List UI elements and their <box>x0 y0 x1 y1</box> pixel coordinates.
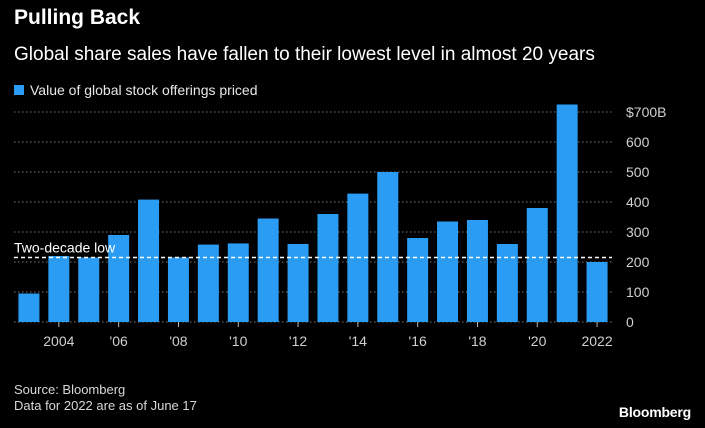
bar-2007 <box>138 199 160 322</box>
legend: Value of global stock offerings priced <box>14 82 258 98</box>
bar-2008 <box>167 257 189 322</box>
bar-2018 <box>466 220 488 322</box>
chart-subtitle: Global share sales have fallen to their … <box>14 44 595 65</box>
x-tick-label: '12 <box>289 333 307 349</box>
x-tick-label: 2004 <box>43 333 74 349</box>
x-tick-label: 2022 <box>581 333 612 349</box>
source-note: Source: Bloomberg Data for 2022 are as o… <box>14 382 197 414</box>
x-tick-label: '20 <box>528 333 546 349</box>
y-tick-label: $700B <box>626 104 666 120</box>
bar-2004 <box>48 256 70 322</box>
bar-2013 <box>317 214 339 322</box>
bar-2015 <box>377 172 399 322</box>
x-tick-label: '10 <box>229 333 247 349</box>
x-tick-label: '14 <box>349 333 367 349</box>
x-tick-label: '18 <box>468 333 486 349</box>
y-tick-label: 300 <box>626 224 650 240</box>
x-tick-label: '16 <box>409 333 427 349</box>
y-tick-label: 500 <box>626 164 650 180</box>
bloomberg-logo: Bloomberg <box>618 404 691 420</box>
legend-swatch <box>14 85 24 95</box>
bar-2010 <box>227 243 249 322</box>
bar-2021 <box>556 104 578 322</box>
bar-2005 <box>78 257 100 322</box>
bar-2011 <box>257 218 279 322</box>
data-note-line: Data for 2022 are as of June 17 <box>14 398 197 413</box>
annotation-label: Two-decade low <box>14 240 116 256</box>
x-tick-label: '08 <box>169 333 187 349</box>
bar-2016 <box>407 238 429 322</box>
y-tick-label: 400 <box>626 194 650 210</box>
bar-2020 <box>526 208 548 322</box>
bar-2022 <box>586 262 608 322</box>
y-tick-label: 0 <box>626 314 634 330</box>
y-axis-ticks: 0 100 200 300 400 500 600 $700B <box>626 104 666 330</box>
x-tick-label: '06 <box>110 333 128 349</box>
bars <box>18 104 608 322</box>
bar-2017 <box>437 221 459 322</box>
y-tick-label: 200 <box>626 254 650 270</box>
source-line: Source: Bloomberg <box>14 382 126 397</box>
annotations: Two-decade low <box>14 240 612 259</box>
bar-2003 <box>18 293 40 322</box>
x-axis-ticks: 2004 '06 '08 '10 '12 '14 '16 '18 '20 2022 <box>43 322 613 349</box>
bar-2009 <box>197 244 219 322</box>
chart-title: Pulling Back <box>14 6 141 29</box>
y-tick-label: 600 <box>626 134 650 150</box>
bar-2019 <box>496 244 518 322</box>
y-tick-label: 100 <box>626 284 650 300</box>
bar-2012 <box>287 244 309 322</box>
legend-label: Value of global stock offerings priced <box>30 82 258 98</box>
gridlines <box>14 111 612 323</box>
